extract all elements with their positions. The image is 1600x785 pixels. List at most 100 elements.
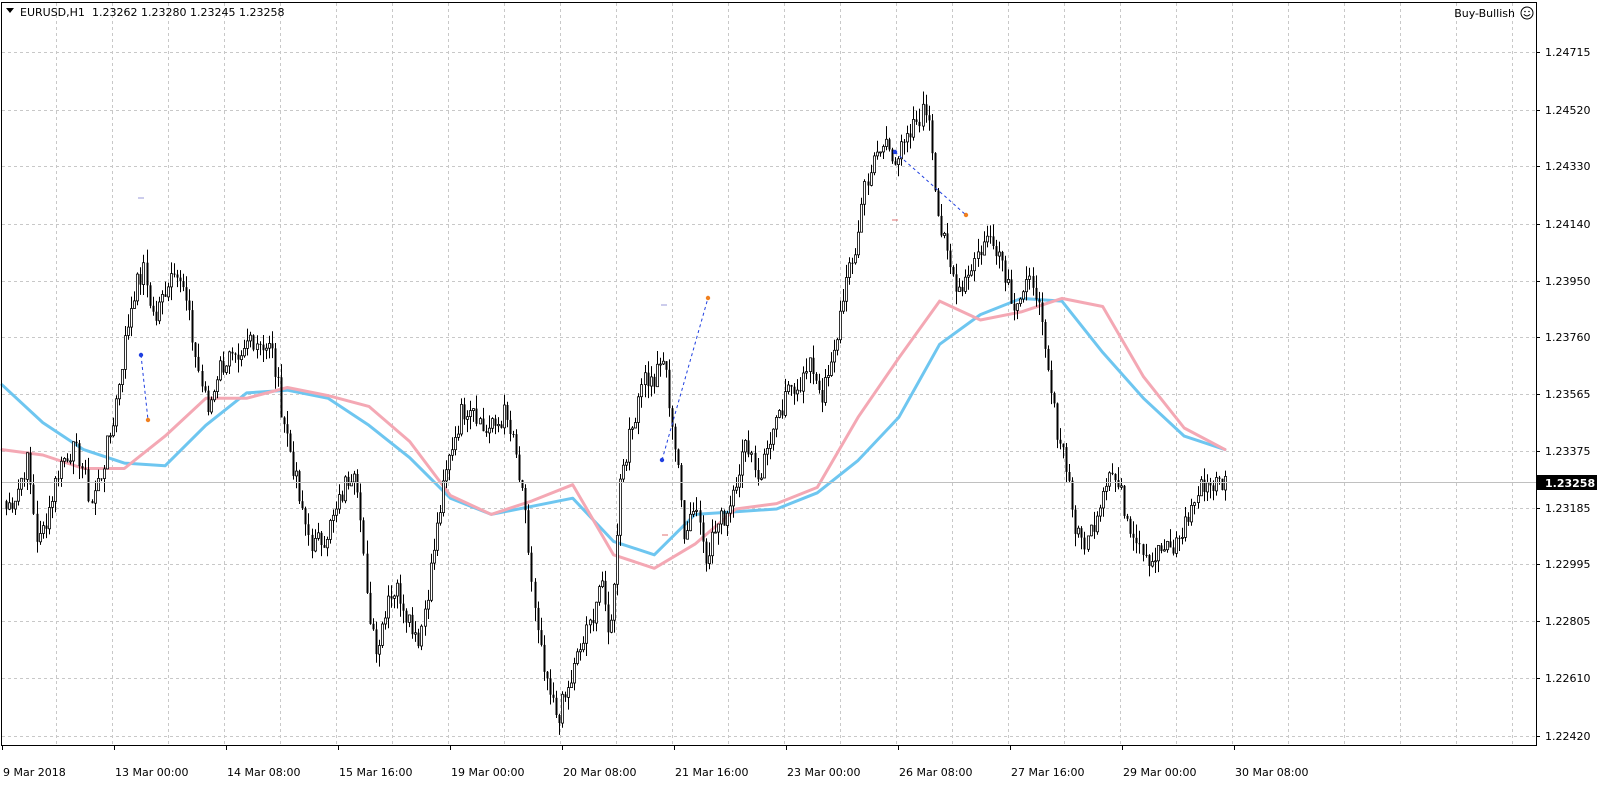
candle <box>256 335 259 359</box>
candle <box>246 328 249 356</box>
candle <box>121 368 124 393</box>
candle <box>439 505 442 526</box>
y-tick-label: 1.23950 <box>1545 275 1591 288</box>
candle <box>1190 498 1193 526</box>
candle <box>964 269 967 294</box>
candle <box>805 358 808 380</box>
candle <box>39 520 42 545</box>
candle <box>372 618 375 631</box>
candle <box>216 376 219 399</box>
candle <box>1062 443 1065 459</box>
grid-lines <box>2 3 1536 745</box>
candle <box>622 459 625 483</box>
candle <box>821 378 824 413</box>
candle <box>980 245 983 265</box>
candle <box>488 415 491 444</box>
candle <box>201 364 204 393</box>
candle <box>1117 467 1120 490</box>
x-tick-label: 27 Mar 16:00 <box>1011 766 1084 779</box>
candle <box>381 621 384 648</box>
candle <box>732 485 735 518</box>
y-tick-label: 1.22610 <box>1545 672 1591 685</box>
candle <box>127 314 130 340</box>
candle <box>1077 525 1080 538</box>
candle <box>1187 512 1190 526</box>
signal-dot <box>138 352 144 358</box>
candle <box>592 608 595 632</box>
candle <box>567 680 570 710</box>
candle <box>754 445 757 478</box>
x-tick-label: 26 Mar 08:00 <box>899 766 972 779</box>
candle <box>445 460 448 489</box>
candle <box>427 589 430 619</box>
candle <box>827 365 830 387</box>
candle <box>378 639 381 667</box>
signal-connector <box>140 354 149 421</box>
candle <box>149 282 152 309</box>
candle <box>873 152 876 176</box>
candle <box>259 341 262 356</box>
candle <box>998 241 1001 269</box>
candle <box>576 648 579 666</box>
candle <box>653 373 656 394</box>
candle <box>738 464 741 498</box>
candle <box>390 585 393 608</box>
ma-fast-line <box>0 296 1227 570</box>
candle <box>931 114 934 161</box>
y-tick-label: 1.23375 <box>1545 445 1591 458</box>
candle <box>634 417 637 429</box>
candle <box>668 359 671 417</box>
candle <box>146 249 149 298</box>
candle <box>540 617 543 647</box>
candle <box>625 459 628 471</box>
candle <box>84 459 87 475</box>
candles <box>5 91 1227 735</box>
candle <box>925 94 928 123</box>
candle <box>424 600 427 636</box>
candle <box>729 495 732 523</box>
candle <box>1010 269 1013 304</box>
candle <box>115 395 118 433</box>
candle <box>885 126 888 151</box>
candle <box>598 584 601 606</box>
candle <box>973 252 976 282</box>
candle <box>579 643 582 661</box>
signal-connector <box>894 151 967 216</box>
candle <box>833 339 836 373</box>
symbol-label: EURUSD,H1 <box>20 6 85 19</box>
candle <box>1178 535 1181 551</box>
candle <box>1163 539 1166 552</box>
candle <box>723 509 726 526</box>
candle <box>537 601 540 644</box>
candle <box>338 484 341 514</box>
candle <box>1065 443 1068 483</box>
candle <box>1083 531 1086 555</box>
candle <box>210 396 213 415</box>
candle <box>399 574 402 617</box>
candle <box>243 339 246 358</box>
candle <box>793 383 796 405</box>
candle <box>482 407 485 432</box>
candle <box>167 282 170 302</box>
candle <box>179 270 182 293</box>
candle <box>534 578 537 622</box>
candle <box>457 425 460 441</box>
candle <box>155 300 158 326</box>
chart-header: EURUSD,H1 1.23262 1.23280 1.23245 1.2325… <box>6 6 284 19</box>
candle <box>173 263 176 278</box>
candle <box>1184 507 1187 542</box>
candle <box>619 474 622 546</box>
candle <box>650 366 653 397</box>
candle <box>683 500 686 544</box>
candle <box>601 571 604 589</box>
candle <box>1166 540 1169 553</box>
candle <box>1108 471 1111 491</box>
dropdown-triangle-icon[interactable] <box>6 8 14 13</box>
candle <box>830 352 833 377</box>
candle <box>628 417 631 471</box>
candle <box>5 499 8 516</box>
candle <box>1102 487 1105 517</box>
candle <box>170 262 173 301</box>
candle <box>818 373 821 394</box>
